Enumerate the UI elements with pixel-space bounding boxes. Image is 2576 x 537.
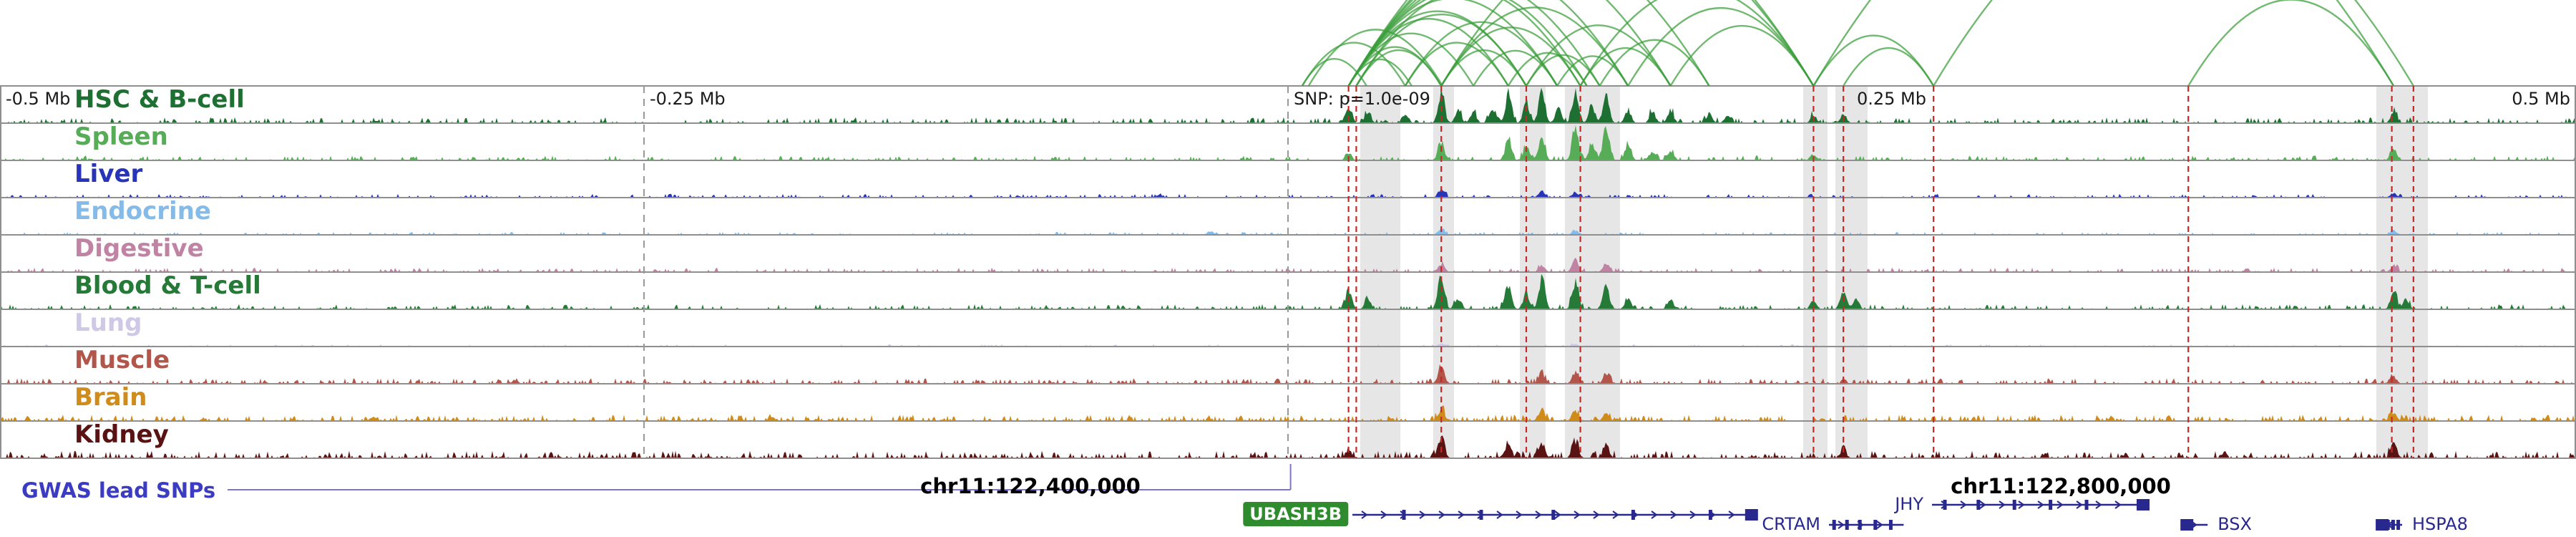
chromatin-interaction-arcs — [1301, 0, 2414, 86]
genomic-coordinate-label-0: chr11:122,400,000 — [920, 474, 1141, 498]
gene-label-hspa8: HSPA8 — [2412, 514, 2468, 534]
signal-track-lung — [0, 343, 2576, 347]
track-label-endocrine: Endocrine — [74, 197, 211, 226]
axis-top-label-2: SNP: p=1.0e-09 — [1294, 89, 1430, 109]
track-label-kidney: Kidney — [74, 420, 169, 449]
track-label-lung: Lung — [74, 309, 142, 337]
gene-label-ubash3b: UBASH3B — [1243, 502, 1348, 526]
genomic-coordinate-label-1: chr11:122,800,000 — [1951, 474, 2171, 498]
axis-top-label-1: -0.25 Mb — [650, 89, 726, 109]
gene-label-crtam: CRTAM — [1762, 514, 1820, 534]
gene-label-jhy: JHY — [1895, 494, 1923, 514]
gene-label-bsx: BSX — [2218, 514, 2252, 534]
track-label-brain: Brain — [74, 383, 147, 412]
track-label-liver: Liver — [74, 160, 143, 188]
axis-top-label-4: 0.5 Mb — [2512, 89, 2570, 109]
track-label-muscle: Muscle — [74, 346, 170, 374]
gwas-lead-snps-label: GWAS lead SNPs — [21, 478, 216, 503]
axis-top-label-3: 0.25 Mb — [1856, 89, 1926, 109]
axis-top-label-0: -0.5 Mb — [6, 89, 71, 109]
track-label-digestive: Digestive — [74, 234, 204, 263]
track-label-blood-t-cell: Blood & T-cell — [74, 271, 261, 300]
track-label-hsc-b-cell: HSC & B-cell — [74, 85, 245, 114]
track-label-spleen: Spleen — [74, 122, 168, 151]
signal-track-brain — [0, 405, 2576, 421]
